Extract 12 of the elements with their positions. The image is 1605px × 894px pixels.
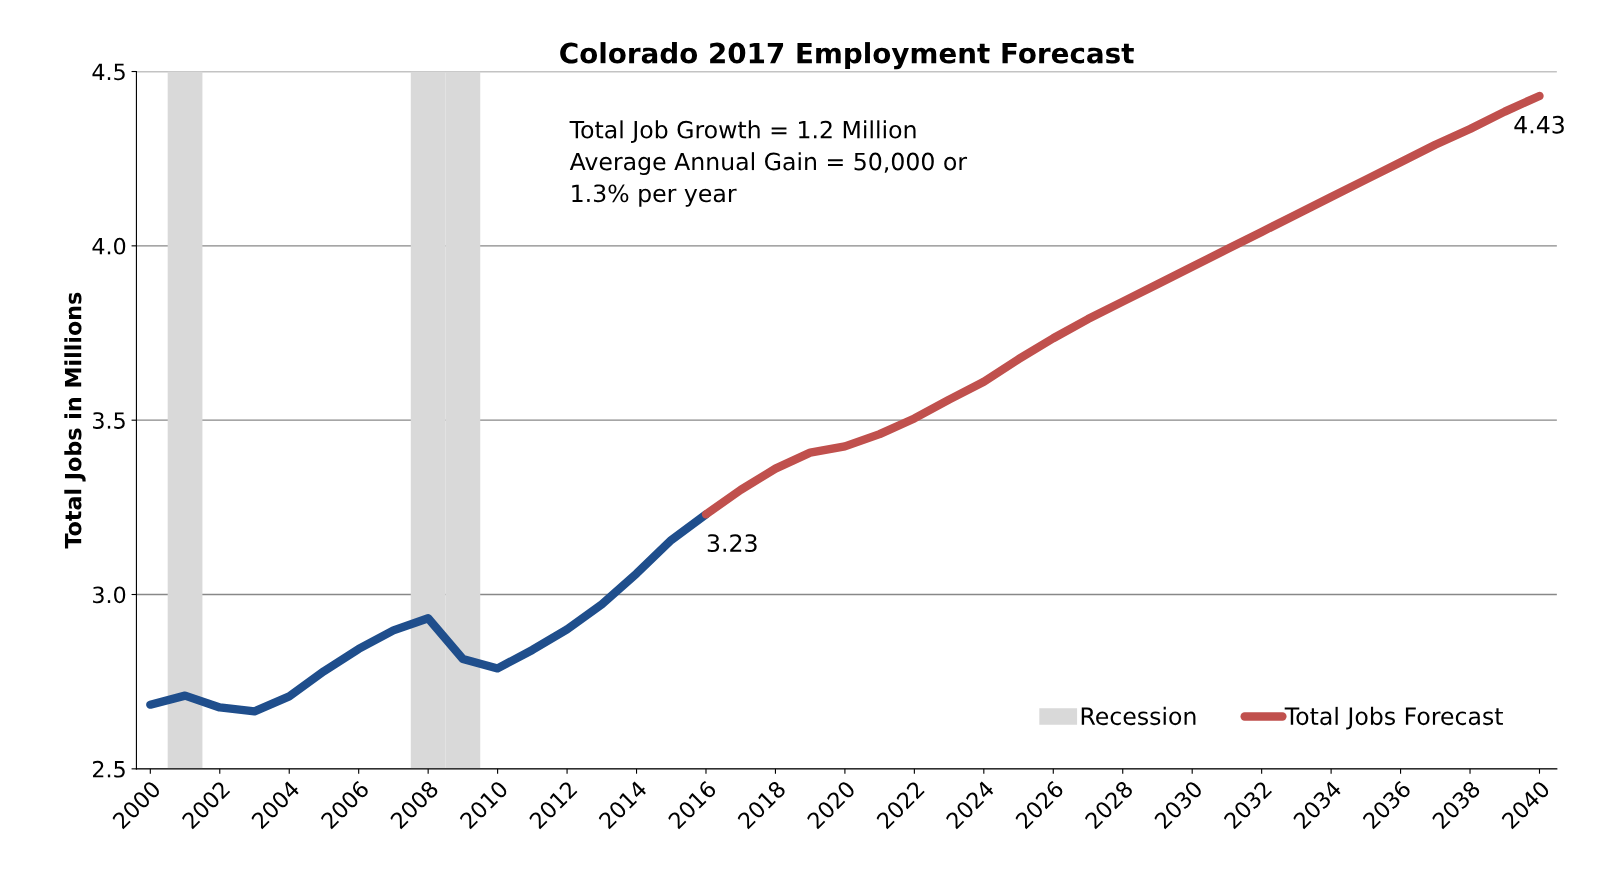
y-tick-label: 3.0	[93, 586, 126, 604]
annotation: 3.23	[707, 534, 757, 553]
y-tick-label: 2.5	[92, 760, 125, 778]
annotation: Total Job Growth = 1.2 Million Average Annual Gain = 50,000 or 1.3% per year	[569, 120, 968, 207]
y-tick-label: 4.0	[92, 237, 126, 255]
chart-title: Colorado 2017 Employment Forecast	[560, 42, 1134, 70]
y-tick-label: 4.5	[92, 63, 125, 81]
y-axis-title: Total Jobs in Millions	[64, 292, 86, 549]
legend-label: Recession	[1081, 706, 1196, 726]
y-tick-label: 3.5	[93, 412, 125, 429]
annotation: 4.43	[1514, 115, 1564, 134]
legend-label: Total Jobs Forecast	[1284, 706, 1503, 730]
